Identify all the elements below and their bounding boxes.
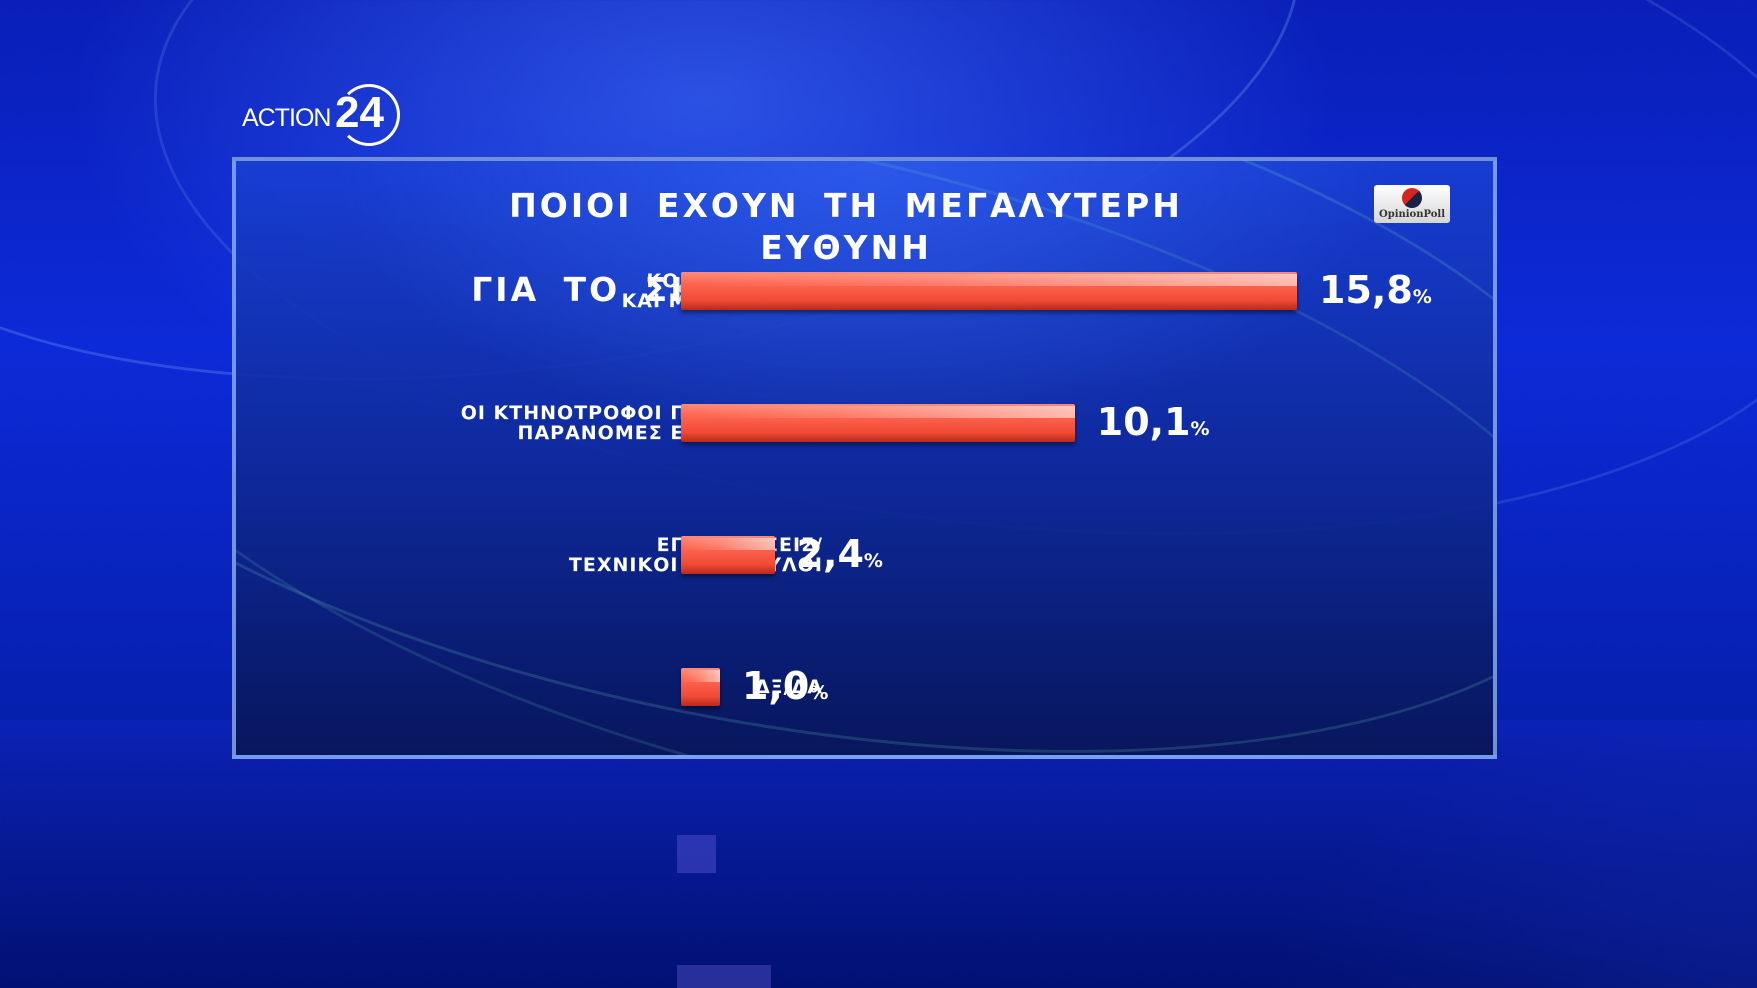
logo-ring-icon [338, 84, 400, 146]
bar-gloss [681, 274, 1297, 286]
bar-gloss [681, 538, 775, 550]
chart-panel: ΠΟΙΟΙ ΕΧΟΥΝ ΤΗ ΜΕΓΑΛΥΤΕΡΗ ΕΥΘΥΝΗ ΓΙΑ ΤΟ … [232, 157, 1497, 759]
value-number: 2,4 [796, 532, 864, 576]
channel-logo: ACTION 24 [242, 82, 402, 152]
pollster-logo: OpinionPoll [1374, 185, 1450, 223]
chart-title-line: ΠΟΙΟΙ ΕΧΟΥΝ ΤΗ ΜΕΓΑΛΥΤΕΡΗ ΕΥΘΥΝΗ [509, 186, 1183, 267]
category-label: ΔΞ/ΔΑ [755, 677, 823, 697]
value-unit: % [863, 550, 883, 572]
value-label: 10,1% [1097, 400, 1210, 444]
value-unit: % [809, 682, 829, 704]
category-label-line: ΔΞ/ΔΑ [754, 676, 823, 698]
value-number: 15,8 [1319, 268, 1413, 312]
value-label: 1,0% [742, 664, 828, 708]
bar [681, 668, 720, 706]
bar [681, 404, 1075, 442]
value-unit: % [1412, 286, 1432, 308]
bar [681, 272, 1297, 310]
bar-gloss [681, 406, 1075, 418]
pollster-name: OpinionPoll [1378, 209, 1446, 220]
logo-number: 24 [335, 88, 384, 137]
value-number: 1,0 [741, 664, 810, 708]
value-label: 15,8% [1319, 268, 1432, 312]
bar-gloss [681, 670, 720, 682]
value-label: 2,4% [797, 532, 883, 576]
reflective-floor [0, 720, 1757, 988]
pollster-logo-icon [1402, 188, 1422, 208]
value-number: 10,1 [1096, 400, 1191, 444]
bar [681, 536, 775, 574]
value-unit: % [1190, 418, 1210, 440]
logo-word: ACTION [242, 104, 331, 132]
